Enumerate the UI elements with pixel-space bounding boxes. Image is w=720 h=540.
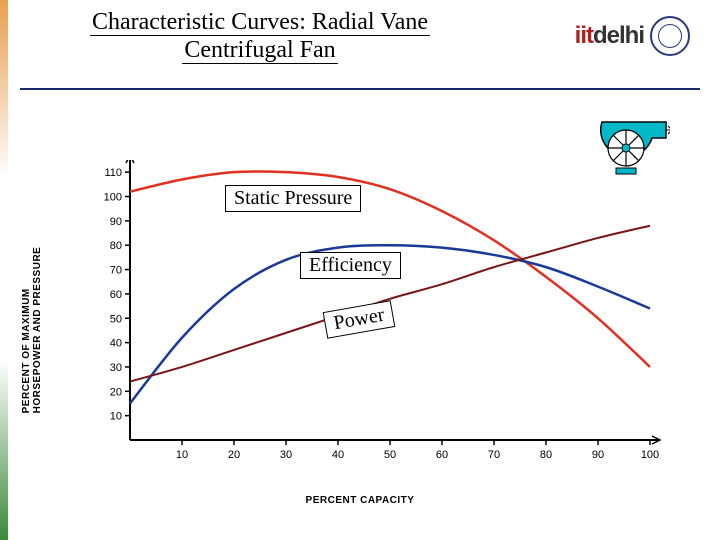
svg-text:40: 40 — [110, 338, 122, 350]
y-axis-label: PERCENT OF MAXIMUMHORSEPOWER AND PRESSUR… — [21, 247, 43, 414]
logo-text-a: iit — [575, 22, 593, 49]
page-title: Characteristic Curves: Radial Vane Centr… — [60, 8, 460, 64]
logo-seal-icon — [650, 16, 690, 56]
svg-text:80: 80 — [110, 240, 122, 252]
svg-text:80: 80 — [540, 449, 552, 461]
title-line2: Centrifugal Fan — [182, 37, 337, 64]
svg-text:60: 60 — [436, 449, 448, 461]
svg-text:40: 40 — [332, 449, 344, 461]
side-stripe-bottom — [0, 360, 8, 540]
svg-text:70: 70 — [488, 449, 500, 461]
header-rule — [20, 88, 700, 90]
svg-text:90: 90 — [592, 449, 604, 461]
efficiency-label: Efficiency — [300, 252, 401, 279]
svg-text:20: 20 — [110, 386, 122, 398]
static-pressure-label: Static Pressure — [225, 185, 361, 212]
svg-text:100: 100 — [641, 449, 659, 461]
title-line1: Characteristic Curves: Radial Vane — [90, 9, 430, 36]
characteristic-curves-chart: 10 20 30 40 50 60 70 80 90 100 110 10 20 30 40 50 60 70 80… — [50, 160, 670, 500]
svg-text:100: 100 — [104, 192, 122, 204]
svg-text:50: 50 — [110, 313, 122, 325]
svg-text:50: 50 — [384, 449, 396, 461]
svg-text:110: 110 — [104, 167, 122, 179]
header: Characteristic Curves: Radial Vane Centr… — [60, 8, 690, 88]
svg-text:70: 70 — [110, 265, 122, 277]
svg-text:30: 30 — [280, 449, 292, 461]
svg-text:10: 10 — [176, 449, 188, 461]
svg-text:20: 20 — [228, 449, 240, 461]
x-axis-label: PERCENT CAPACITY — [306, 495, 415, 506]
svg-text:90: 90 — [110, 216, 122, 228]
svg-text:60: 60 — [110, 289, 122, 301]
institution-logo: iitdelhi — [575, 16, 690, 56]
side-stripe-top — [0, 0, 8, 180]
logo-text-b: delhi — [593, 22, 644, 49]
logo-text: iitdelhi — [575, 22, 644, 50]
svg-text:30: 30 — [110, 362, 122, 374]
svg-text:10: 10 — [110, 411, 122, 423]
